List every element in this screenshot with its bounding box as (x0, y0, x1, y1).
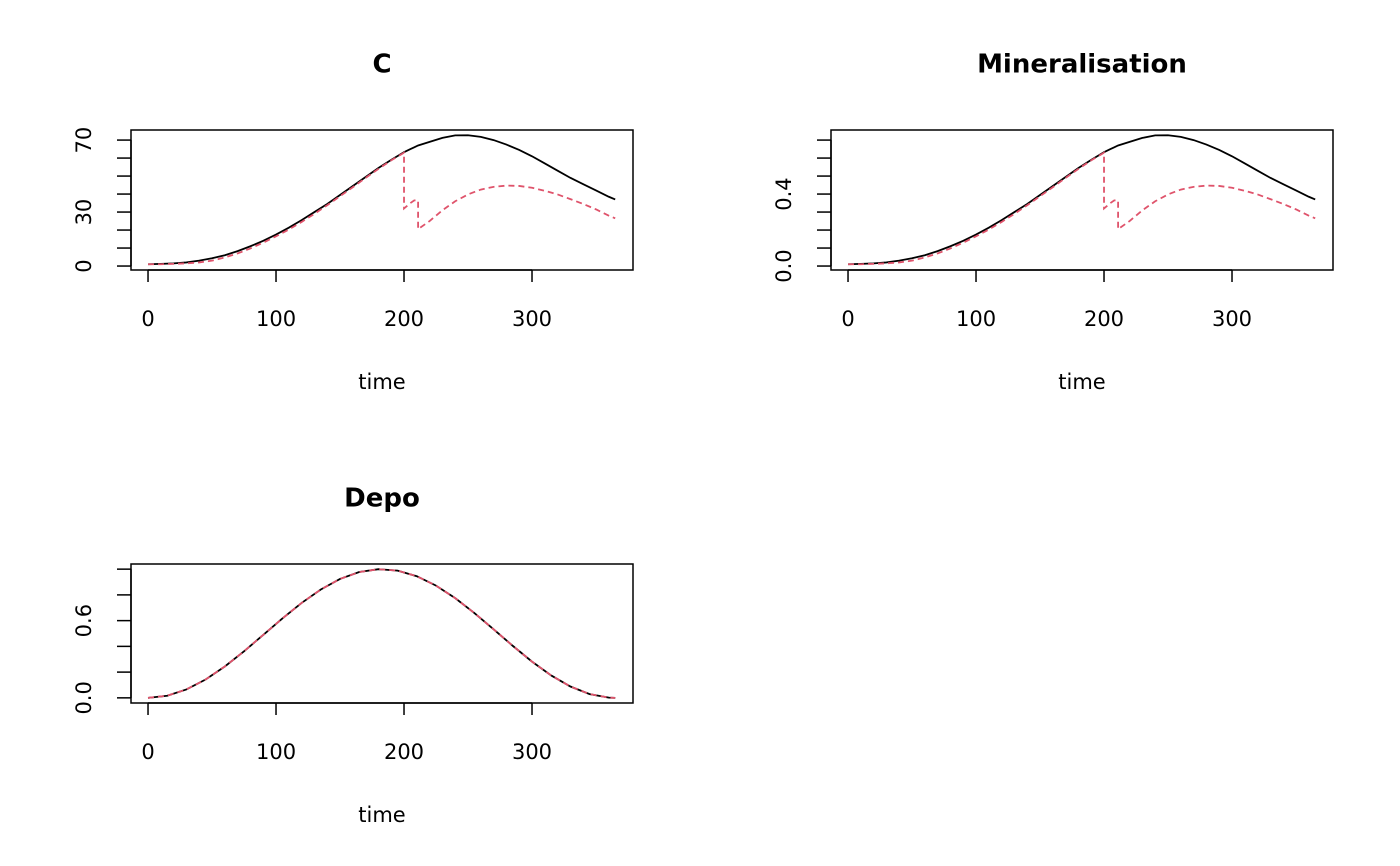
panel: Depo time 0 100 200 300 0.0 0.6 (72, 484, 634, 827)
y-tick-label: 0.4 (772, 177, 796, 210)
y-tick-label: 70 (72, 127, 96, 154)
panel-title: Mineralisation (977, 50, 1187, 80)
plot-frame (830, 129, 1334, 271)
x-axis-label: time (358, 370, 405, 394)
x-tick-label: 100 (956, 307, 996, 331)
panel: Mineralisation time 0 100 200 300 0.0 0.4 (772, 50, 1334, 394)
y-tick-label: 0.0 (772, 249, 796, 282)
plot-frame (130, 129, 634, 271)
x-tick-label: 300 (512, 307, 552, 331)
series-line (147, 568, 616, 699)
panel-title: Depo (344, 484, 420, 514)
series-line (848, 151, 1316, 266)
series-line (847, 134, 1316, 266)
series-line (148, 151, 616, 266)
y-tick-label: 0.0 (72, 681, 96, 714)
x-axis-label: time (358, 803, 405, 827)
x-tick-label: 200 (1084, 307, 1124, 331)
x-tick-label: 200 (384, 307, 424, 331)
series-line (147, 134, 616, 266)
x-tick-label: 300 (1212, 307, 1252, 331)
y-tick-label: 0.6 (72, 604, 96, 637)
x-tick-label: 0 (141, 740, 154, 764)
x-axis-label: time (1058, 370, 1105, 394)
x-tick-label: 300 (512, 740, 552, 764)
series-line (147, 568, 616, 699)
x-tick-label: 100 (256, 740, 296, 764)
panel-title: C (372, 50, 391, 80)
x-tick-label: 100 (256, 307, 296, 331)
y-tick-label: 30 (72, 199, 96, 226)
x-tick-label: 0 (141, 307, 154, 331)
plot-frame (130, 563, 634, 704)
x-tick-label: 0 (841, 307, 854, 331)
y-tick-label: 0 (72, 259, 96, 272)
x-tick-label: 200 (384, 740, 424, 764)
